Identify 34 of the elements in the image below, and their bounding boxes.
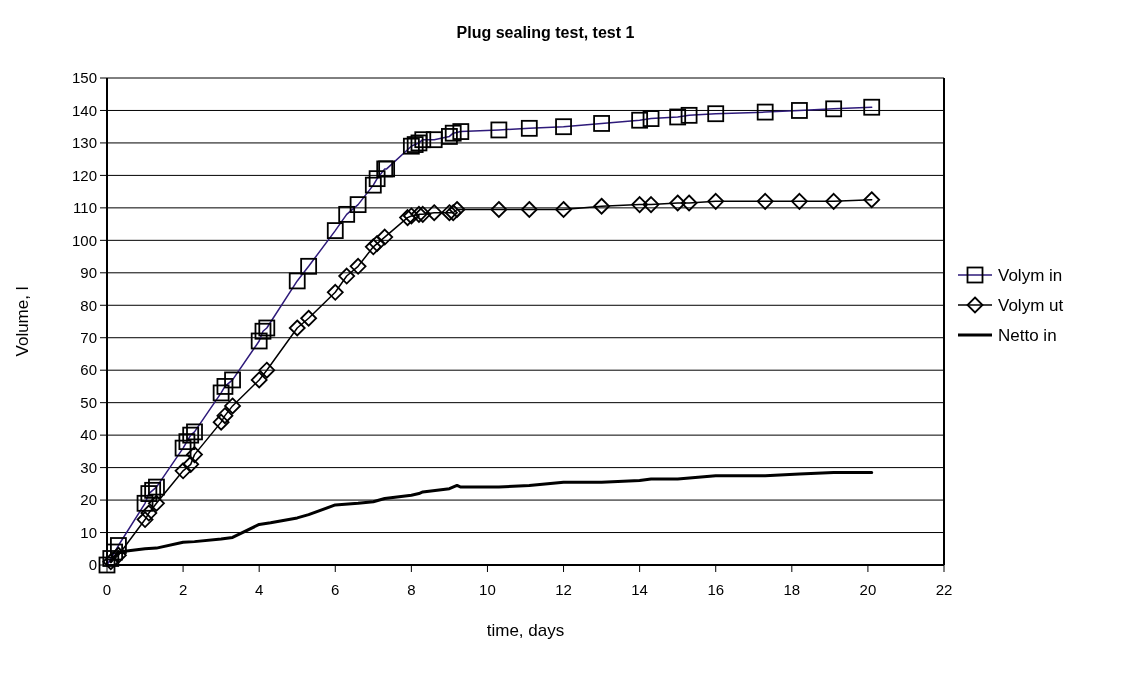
y-tick-label: 10 (80, 523, 97, 541)
legend-label: Netto in (998, 325, 1057, 345)
y-tick-label: 60 (80, 361, 97, 379)
y-tick-label: 80 (80, 296, 97, 314)
y-tick-label: 30 (80, 458, 97, 476)
x-tick-label: 20 (859, 581, 877, 598)
x-tick-label: 16 (707, 581, 725, 598)
y-tick-label: 40 (80, 426, 97, 444)
y-tick-label: 120 (71, 166, 97, 184)
y-tick-label: 150 (71, 69, 97, 87)
y-tick-label: 90 (80, 264, 97, 282)
y-tick-label: 0 (88, 556, 97, 574)
x-tick-label: 0 (102, 581, 112, 598)
y-tick-label: 20 (80, 491, 97, 509)
y-tick-label: 110 (73, 199, 97, 217)
chart-title: Plug sealing test, test 1 (456, 24, 635, 41)
x-tick-label: 8 (407, 581, 416, 598)
y-tick-label: 50 (80, 393, 97, 411)
y-tick-label: 100 (71, 231, 97, 249)
x-tick-label: 22 (935, 581, 953, 598)
y-axis-title: Volume, l (13, 286, 32, 357)
x-tick-label: 6 (331, 581, 340, 598)
x-tick-label: 2 (178, 581, 188, 598)
y-tick-label: 130 (71, 134, 97, 152)
x-tick-label: 10 (479, 581, 496, 598)
legend-label: Volym in (998, 265, 1063, 285)
x-tick-label: 12 (555, 581, 572, 598)
x-tick-label: 4 (255, 581, 264, 598)
legend-label: Volym ut (998, 295, 1064, 315)
x-axis-title: time, days (486, 621, 565, 640)
y-tick-label: 70 (80, 328, 97, 346)
x-tick-label: 18 (783, 581, 801, 598)
y-tick-label: 140 (71, 101, 97, 119)
x-tick-label: 14 (631, 581, 648, 598)
